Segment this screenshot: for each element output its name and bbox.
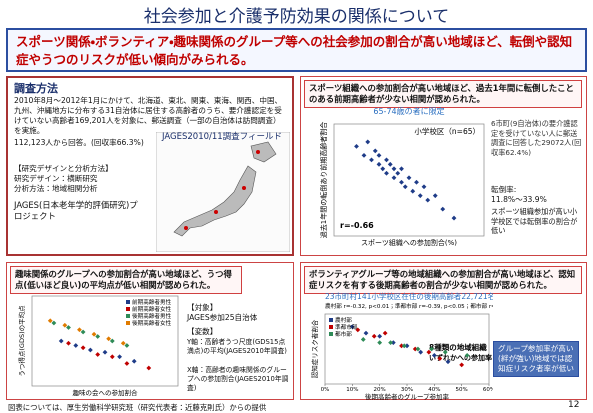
rate-range: 11.8%～33.9% <box>491 195 547 204</box>
chart-title: 65-74歳の者に限定 <box>373 106 444 116</box>
legend-label: 後期高齢者女性 <box>132 319 172 327</box>
point <box>349 324 355 330</box>
y-variable: Y軸：高齢者うつ尺度(GDS15点満点)の平均(JAGES2010年調査) <box>187 338 287 355</box>
point <box>418 349 424 355</box>
rate-label: 転倒率: <box>491 185 517 194</box>
map-dot <box>242 186 246 190</box>
chart-title: 23市町村141小学校区在住の後期高齢者22,721名 <box>325 292 493 301</box>
map-dot <box>214 210 218 214</box>
project: JAGES(日本老年学的評価研究)プロジェクト <box>14 200 138 221</box>
point <box>388 340 393 346</box>
slide-title: 社会参加と介護予防効果の関係について <box>143 7 450 27</box>
point <box>445 359 451 365</box>
annotation: 8種類の地域組織 <box>429 342 487 352</box>
x-axis-label: スポーツ組織への参加割合(%) <box>361 238 457 247</box>
map <box>156 132 290 252</box>
legend-label: 前期高齢者男性 <box>132 298 172 306</box>
target-heading: 【対象】 <box>187 303 218 312</box>
y-axis-label: うつ得点(GDS)の平均点 <box>17 305 26 377</box>
x-tick-label: 20% <box>374 387 386 393</box>
x-variable: X軸：高齢者の趣味関係のグループへの参加割合(JAGES2010年調査) <box>187 366 289 392</box>
map-dot <box>256 150 260 154</box>
callout: グループ参加率が高い(絆が強い)地域では認知症リスク者率が低い <box>493 341 579 377</box>
y-axis-label: 認知症リスク者割合 <box>310 319 319 378</box>
survey-note: 6市町(9自治体)の要介護認定を受けていない人に郵送調査に回答した29072人(… <box>491 119 582 157</box>
finding: スポーツ組織参加が高い小学校区では転倒率の割合が低い <box>491 207 578 235</box>
point <box>426 349 432 355</box>
map-dot <box>184 226 188 230</box>
point <box>355 327 361 333</box>
panel-header: ボランティアグループ等の地域組織への参加割合が高い地域ほど、認知症リスクを有する… <box>304 266 582 294</box>
headline: スポーツ関係・ボランティア・趣味関係のグループ等への社会参加の割合が高い地域ほど… <box>6 28 587 72</box>
point <box>464 352 470 358</box>
design: 研究デザイン：横断研究 <box>14 174 98 183</box>
annotation: いずれかへの参加率 <box>429 353 492 362</box>
panel-header: スポーツ組織への参加割合が高い地域ほど、過去1年間に転倒したことのある前期高齢者… <box>304 80 582 108</box>
x-tick-label: 50% <box>456 387 468 393</box>
legend-swatch <box>126 307 130 311</box>
legend-swatch <box>329 332 333 336</box>
legend-label: 前期高齢者女性 <box>132 305 172 313</box>
point <box>459 362 465 368</box>
map-caption: JAGES2010/11調査フィールド <box>162 132 283 142</box>
point <box>377 333 383 339</box>
design-heading: 【研究デザインと分析方法】 <box>14 164 113 173</box>
x-tick-label: 0% <box>321 387 330 393</box>
point <box>371 333 377 339</box>
x-axis-label: 後期高齢者のグループ参加率 <box>365 392 450 400</box>
method-box: 調査方法 2010年8月～2012年1月にかけて、北海道、東北、関東、東海、関西… <box>6 76 294 256</box>
legend-label: 準都市部 <box>335 323 358 331</box>
legend-swatch <box>126 314 130 318</box>
point <box>382 330 388 336</box>
y-axis-label: 過去1年間の転倒あり前期高齢者割合 <box>319 122 328 238</box>
target: JAGES参加25自治体 <box>187 313 258 322</box>
x-axis-label: 趣味の会への参加割合 <box>73 388 139 397</box>
chart-subtitle: 農村部 r=-0.32, p<0.01；準都市部 r=-0.39, p<0.05… <box>325 302 493 310</box>
x-tick-label: 30% <box>401 387 413 393</box>
legend-label: 後期高齢者男性 <box>132 312 172 320</box>
legend-swatch <box>329 318 333 322</box>
legend-swatch <box>126 300 130 304</box>
point <box>451 215 457 221</box>
point <box>429 346 434 352</box>
depression-chart: 趣味の会への参加割合 うつ得点(GDS)の平均点 前期高齢者男性前期高齢者女性後期高… <box>17 295 179 397</box>
page-number: 12 <box>568 400 580 410</box>
method-result: 112,123人から回答。(回収率66.3%) <box>14 138 144 147</box>
x-tick-label: 10% <box>346 387 358 393</box>
panel-header: 趣味関係のグループへの参加割合が高い地域ほど、うつ得点(低いほど良い)の平均点が… <box>10 266 242 294</box>
method-text: 2010年8月～2012年1月にかけて、北海道、東北、関東、東海、関西、中国、九… <box>14 96 283 135</box>
footer: 図表については、厚生労働科学研究班（研究代表者：近藤克則氏）からの提供 <box>8 403 267 412</box>
point <box>363 330 369 336</box>
method-heading: 調査方法 <box>14 82 58 95</box>
chart-subtitle: 小学校区（n=65） <box>414 126 480 136</box>
legend-label: 都市部 <box>335 330 352 338</box>
point <box>390 340 396 346</box>
point <box>377 340 383 346</box>
japan-shape <box>173 141 277 237</box>
x-tick-label: 40% <box>428 387 440 393</box>
legend-label: 農村部 <box>335 316 352 324</box>
annotation: r=-0.66 <box>340 221 374 230</box>
legend-swatch <box>126 321 130 325</box>
variable-heading: 【変数】 <box>187 327 218 336</box>
legend-swatch <box>329 325 333 329</box>
point <box>437 356 443 361</box>
x-tick-label: 60% <box>483 387 493 393</box>
analysis: 分析方法：地域相関分析 <box>14 184 98 193</box>
plot-area <box>31 295 179 387</box>
point <box>431 352 437 358</box>
